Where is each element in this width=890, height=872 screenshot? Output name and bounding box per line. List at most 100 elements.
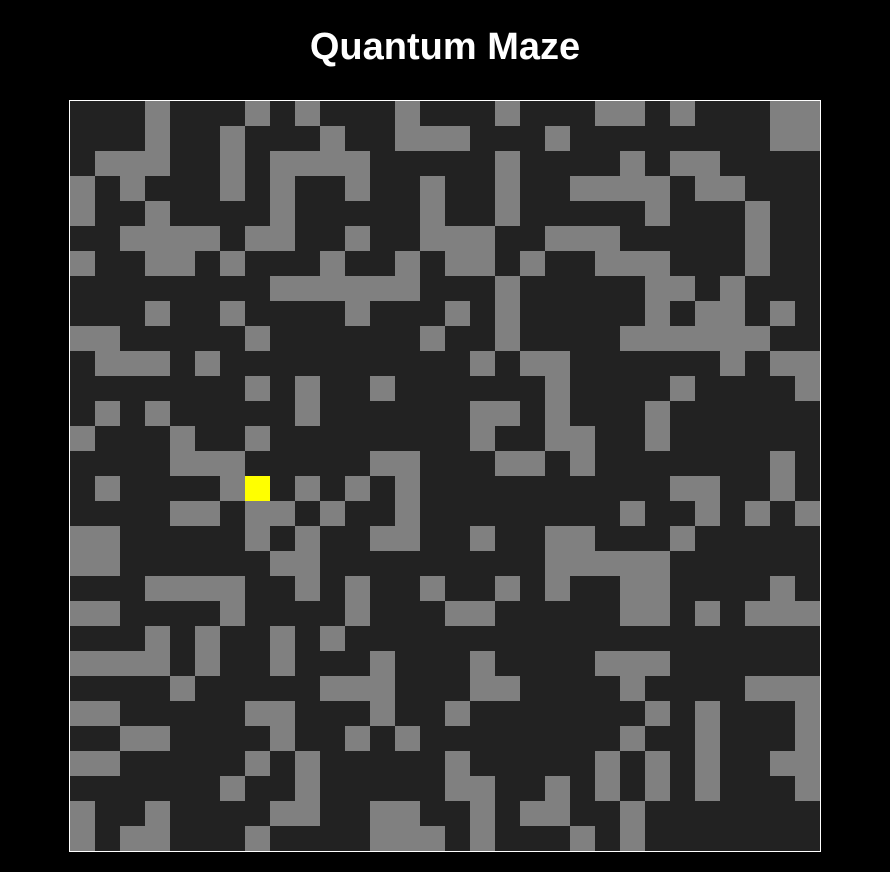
wall-cell [595, 176, 620, 201]
wall-cell [445, 301, 470, 326]
wall-cell [545, 351, 570, 376]
wall-cell [595, 551, 620, 576]
wall-cell [95, 526, 120, 551]
wall-cell [170, 426, 195, 451]
wall-cell [645, 201, 670, 226]
wall-cell [320, 676, 345, 701]
wall-cell [545, 526, 570, 551]
wall-cell [495, 576, 520, 601]
wall-cell [795, 676, 820, 701]
wall-cell [270, 176, 295, 201]
wall-cell [545, 376, 570, 401]
wall-cell [420, 826, 445, 851]
wall-cell [645, 176, 670, 201]
wall-cell [195, 576, 220, 601]
wall-cell [295, 751, 320, 776]
wall-cell [370, 801, 395, 826]
wall-cell [120, 726, 145, 751]
wall-cell [695, 301, 720, 326]
wall-cell [620, 601, 645, 626]
wall-cell [270, 651, 295, 676]
wall-cell [620, 801, 645, 826]
wall-cell [145, 626, 170, 651]
wall-cell [220, 251, 245, 276]
wall-cell [745, 226, 770, 251]
wall-cell [95, 651, 120, 676]
wall-cell [695, 601, 720, 626]
wall-cell [795, 101, 820, 126]
wall-cell [795, 726, 820, 751]
wall-cell [70, 176, 95, 201]
wall-cell [345, 601, 370, 626]
wall-cell [120, 651, 145, 676]
wall-cell [220, 576, 245, 601]
wall-cell [70, 826, 95, 851]
wall-cell [495, 276, 520, 301]
wall-cell [270, 801, 295, 826]
wall-cell [495, 451, 520, 476]
wall-cell [445, 126, 470, 151]
wall-cell [220, 776, 245, 801]
wall-cell [495, 101, 520, 126]
wall-cell [795, 126, 820, 151]
wall-cell [720, 176, 745, 201]
wall-cell [220, 301, 245, 326]
wall-cell [420, 576, 445, 601]
wall-cell [95, 476, 120, 501]
wall-cell [695, 701, 720, 726]
wall-cell [220, 601, 245, 626]
wall-cell [645, 401, 670, 426]
wall-cell [145, 351, 170, 376]
wall-cell [470, 601, 495, 626]
wall-cell [70, 201, 95, 226]
wall-cell [545, 226, 570, 251]
wall-cell [620, 676, 645, 701]
wall-cell [270, 701, 295, 726]
wall-cell [120, 826, 145, 851]
wall-cell [795, 351, 820, 376]
wall-cell [620, 326, 645, 351]
wall-cell [70, 526, 95, 551]
wall-cell [170, 576, 195, 601]
wall-cell [270, 626, 295, 651]
wall-cell [670, 276, 695, 301]
wall-cell [395, 501, 420, 526]
wall-cell [670, 326, 695, 351]
wall-cell [70, 701, 95, 726]
wall-cell [420, 176, 445, 201]
wall-cell [395, 826, 420, 851]
wall-cell [620, 651, 645, 676]
wall-cell [295, 376, 320, 401]
wall-cell [295, 776, 320, 801]
wall-cell [695, 476, 720, 501]
wall-cell [245, 751, 270, 776]
wall-cell [770, 451, 795, 476]
wall-cell [470, 526, 495, 551]
wall-cell [420, 201, 445, 226]
wall-cell [645, 326, 670, 351]
wall-cell [770, 601, 795, 626]
wall-cell [470, 401, 495, 426]
wall-cell [145, 651, 170, 676]
wall-cell [70, 601, 95, 626]
wall-cell [670, 476, 695, 501]
wall-cell [145, 101, 170, 126]
wall-cell [320, 126, 345, 151]
wall-cell [395, 276, 420, 301]
wall-cell [370, 826, 395, 851]
wall-cell [570, 226, 595, 251]
wall-cell [545, 551, 570, 576]
wall-cell [95, 701, 120, 726]
wall-cell [270, 276, 295, 301]
wall-cell [345, 676, 370, 701]
wall-cell [570, 551, 595, 576]
wall-cell [370, 651, 395, 676]
wall-cell [495, 401, 520, 426]
wall-cell [420, 326, 445, 351]
wall-cell [570, 526, 595, 551]
wall-cell [745, 601, 770, 626]
wall-cell [695, 501, 720, 526]
wall-cell [195, 501, 220, 526]
wall-cell [570, 826, 595, 851]
wall-cell [445, 601, 470, 626]
